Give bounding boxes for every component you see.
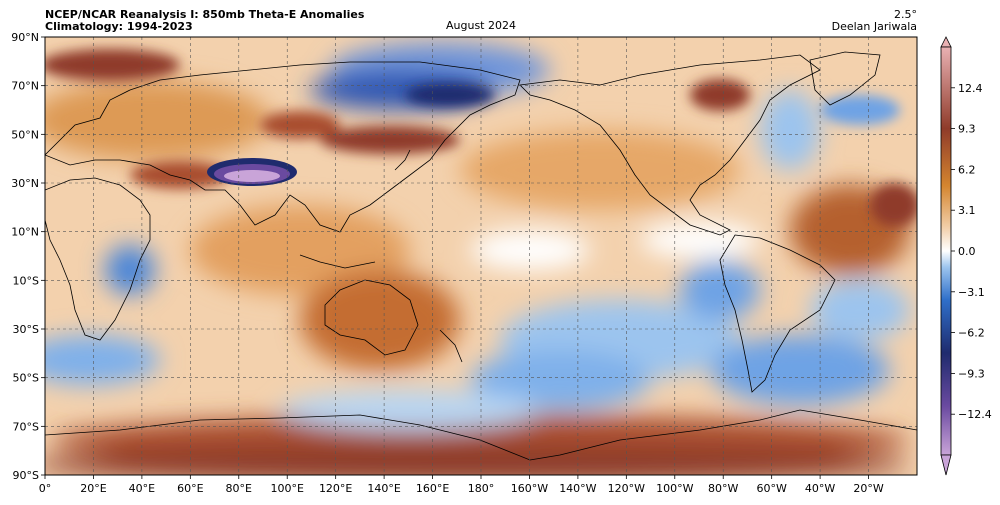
longitude-label: 0° xyxy=(39,482,52,495)
longitude-label: 140°W xyxy=(559,482,596,495)
latitude-labels: 90°N 70°N 50°N 30°N 10°N 10°S 30°S 50°S 70°S 90°S xyxy=(11,31,45,482)
longitude-label: 140°E xyxy=(367,482,400,495)
colorbar-tick-label: −6.2 xyxy=(958,327,985,340)
latitude-label: 30°S xyxy=(13,323,39,336)
resolution-label: 2.5° xyxy=(894,8,917,21)
graticule xyxy=(45,37,917,475)
map-title: NCEP/NCAR Reanalysis I: 850mb Theta-E An… xyxy=(45,8,365,21)
latitude-label: 90°S xyxy=(13,469,39,482)
longitude-label: 40°W xyxy=(805,482,835,495)
longitude-label: 60°E xyxy=(177,482,203,495)
latitude-label: 50°S xyxy=(13,372,39,385)
colorbar-tick-label: 9.3 xyxy=(958,123,976,136)
author-label: Deelan Jariwala xyxy=(831,20,917,33)
longitude-label: 180° xyxy=(468,482,495,495)
colorbar-min-extension xyxy=(940,454,952,476)
colorbar-tick-label: −9.3 xyxy=(958,367,985,380)
longitude-labels: 0° 20°E 40°E 60°E 80°E 100°E 120°E 140°E 160°E 18… xyxy=(39,475,884,495)
longitude-label: 20°W xyxy=(853,482,883,495)
coastlines xyxy=(45,51,917,461)
anomaly-field xyxy=(45,37,917,475)
longitude-label: 80°W xyxy=(708,482,738,495)
latitude-label: 70°S xyxy=(13,420,39,433)
latitude-label: 70°N xyxy=(11,80,39,93)
period-title: August 2024 xyxy=(446,19,516,32)
longitude-label: 60°W xyxy=(756,482,786,495)
longitude-label: 40°E xyxy=(129,482,155,495)
longitude-label: 160°E xyxy=(416,482,449,495)
colorbar-gradient xyxy=(940,46,952,456)
longitude-label: 100°E xyxy=(270,482,303,495)
longitude-label: 80°E xyxy=(226,482,252,495)
longitude-label: 100°W xyxy=(656,482,693,495)
colorbar-tick-label: 3.1 xyxy=(958,204,976,217)
colorbar-tick-label: 6.2 xyxy=(958,163,976,176)
colorbar-tick-label: 0.0 xyxy=(958,245,976,258)
colorbar-tick-label: 12.4 xyxy=(958,82,983,95)
colorbar-max-extension xyxy=(940,36,952,48)
longitude-label: 120°W xyxy=(608,482,645,495)
longitude-label: 160°W xyxy=(511,482,548,495)
latitude-label: 10°N xyxy=(11,226,39,239)
latitude-label: 30°N xyxy=(11,177,39,190)
climatology-subtitle: Climatology: 1994-2023 xyxy=(45,20,193,33)
longitude-label: 120°E xyxy=(319,482,352,495)
colorbar: 12.4 9.3 6.2 3.1 0.0 −3.1 −6.2 −9.3 −12.4 xyxy=(940,36,992,476)
longitude-label: 20°E xyxy=(80,482,106,495)
colorbar-tick-label: −12.4 xyxy=(958,408,992,421)
latitude-label: 50°N xyxy=(11,128,39,141)
latitude-label: 90°N xyxy=(11,31,39,44)
latitude-label: 10°S xyxy=(13,274,39,287)
colorbar-tick-label: −3.1 xyxy=(958,286,985,299)
